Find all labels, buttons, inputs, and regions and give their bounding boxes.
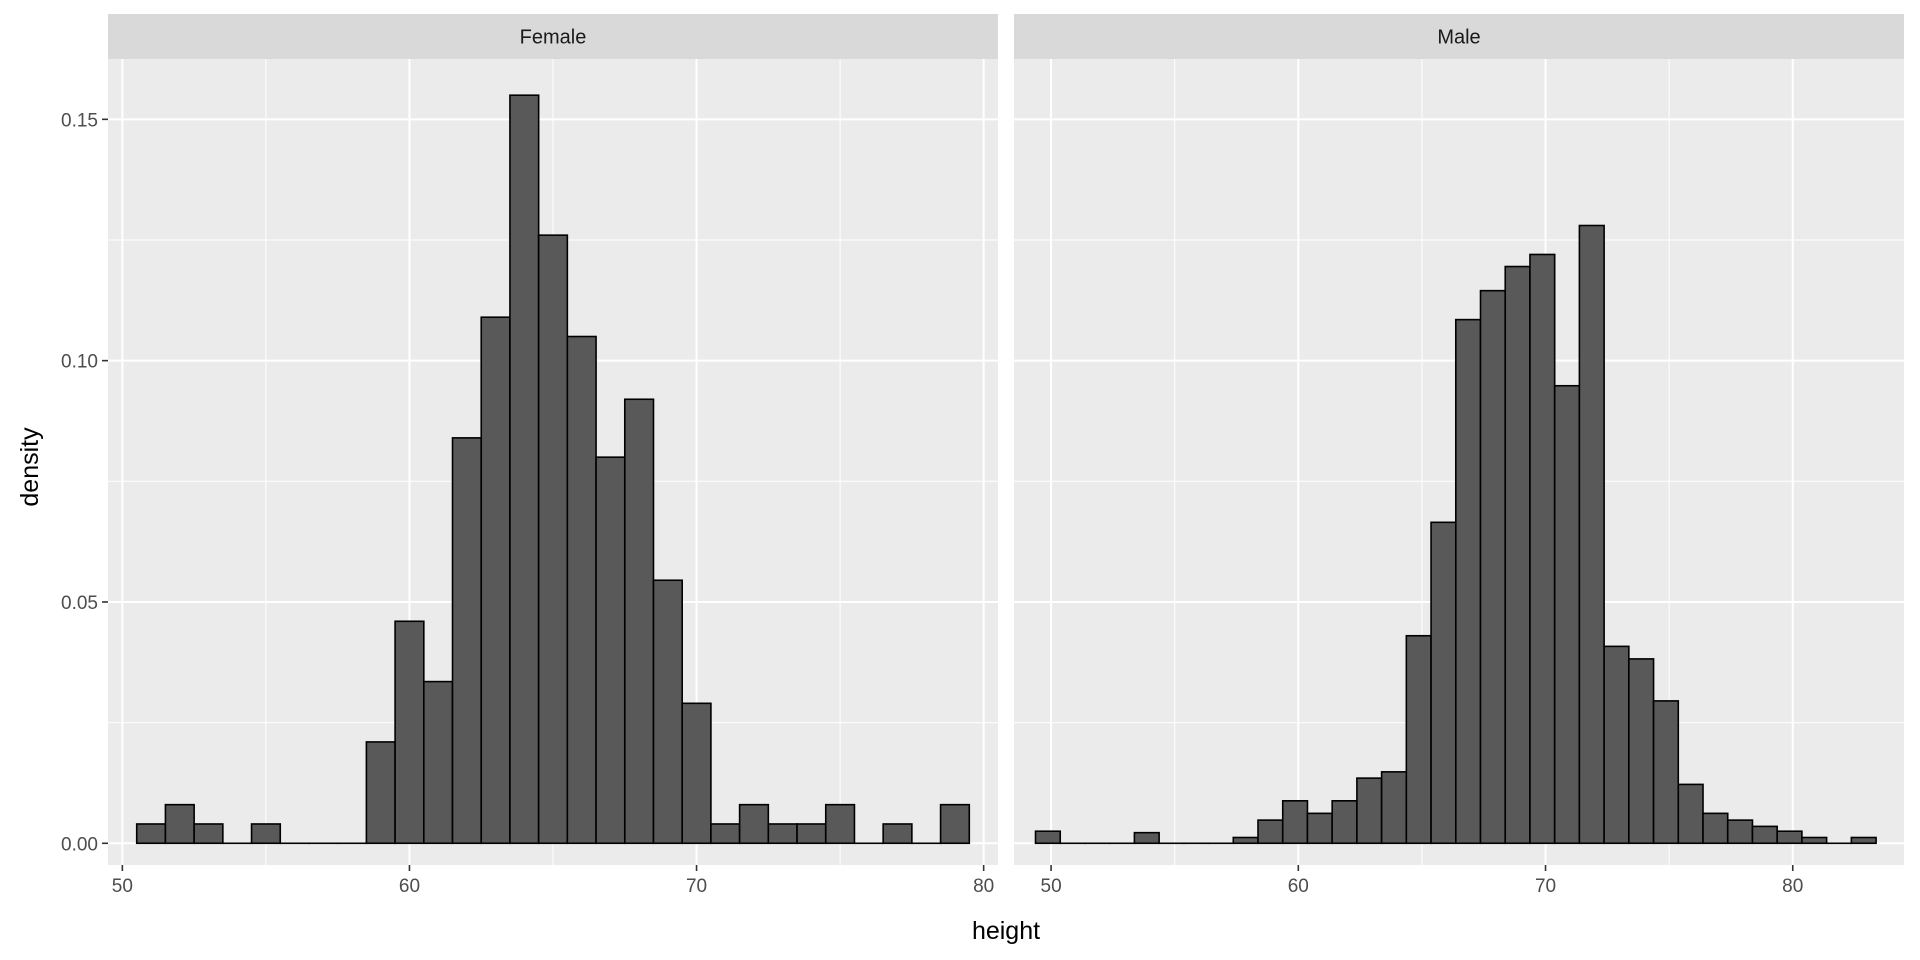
histogram-bars	[135, 94, 971, 845]
y-tick-label: 0.10	[61, 352, 98, 373]
histogram-bar	[1702, 812, 1729, 845]
histogram-bar	[1034, 830, 1062, 845]
x-tick-label: 80	[973, 876, 994, 897]
y-tick-label: 0.05	[61, 593, 98, 614]
histogram-bar	[1306, 812, 1333, 845]
histogram-bar	[451, 437, 483, 845]
histogram-bar	[1133, 831, 1160, 845]
histogram-bar	[710, 823, 741, 845]
histogram-bar	[939, 803, 971, 845]
histogram-bar	[652, 579, 683, 845]
histogram-bar	[164, 803, 195, 845]
y-tick-label: 0.15	[61, 110, 98, 131]
histogram-bars	[1034, 224, 1877, 845]
histogram-bar	[193, 823, 224, 845]
x-tick-label: 70	[686, 876, 707, 897]
histogram-bar	[1628, 658, 1655, 845]
y-axis: 0.00 0.05 0.10 0.15	[61, 110, 108, 855]
histogram-bar	[1380, 771, 1408, 845]
histogram-bar	[681, 702, 712, 845]
histogram-bar	[882, 823, 913, 845]
histogram-bar	[1430, 521, 1457, 845]
histogram-bar	[796, 823, 827, 845]
facet-strip-label: Female	[520, 27, 587, 49]
histogram-bar	[1801, 836, 1828, 845]
histogram-bar	[1603, 645, 1630, 845]
histogram-bar	[1850, 836, 1877, 845]
x-tick-label: 50	[1041, 876, 1062, 897]
histogram-bar	[1356, 777, 1383, 845]
histogram-bar	[1454, 318, 1482, 845]
histogram-bar	[1726, 819, 1754, 845]
histogram-bar	[1405, 634, 1432, 845]
x-tick-label: 60	[1288, 876, 1309, 897]
x-axis: 50 60 70 80	[1041, 865, 1803, 897]
facet-strip	[1014, 14, 1904, 59]
histogram-bar	[595, 456, 626, 845]
histogram-bar	[1652, 700, 1680, 845]
histogram-bar	[566, 335, 597, 845]
histogram-bar	[1776, 830, 1803, 845]
facet-panel-male: Male 50 60 70 80	[1014, 14, 1904, 897]
histogram-bar	[394, 620, 425, 845]
histogram-bar	[1529, 253, 1556, 845]
histogram-bar	[1331, 800, 1358, 845]
x-tick-label: 50	[112, 876, 133, 897]
histogram-bar	[537, 234, 569, 845]
histogram-bar	[135, 823, 167, 845]
x-tick-label: 80	[1782, 876, 1803, 897]
facet-strip-label: Male	[1437, 27, 1480, 49]
histogram-bar	[509, 94, 540, 845]
facet-strip	[108, 14, 998, 59]
histogram-bar	[1479, 289, 1507, 845]
histogram-bar	[738, 803, 770, 845]
x-tick-label: 60	[399, 876, 420, 897]
histogram-bar	[1232, 836, 1259, 845]
y-axis-title: density	[16, 427, 44, 507]
histogram-bar	[1677, 783, 1704, 845]
histogram-bar	[1504, 265, 1531, 845]
facet-panel-female: Female 50 60 70 80 0.00 0.05 0.10 0.15	[61, 14, 998, 897]
histogram-bar	[1553, 384, 1581, 845]
histogram-bar	[480, 316, 511, 845]
x-axis-title: height	[972, 917, 1040, 945]
histogram-bar	[365, 741, 396, 845]
x-tick-label: 70	[1535, 876, 1556, 897]
histogram-bar	[250, 823, 282, 845]
x-axis: 50 60 70 80	[112, 865, 994, 897]
histogram-bar	[1257, 819, 1284, 845]
histogram-bar	[423, 680, 454, 845]
histogram-bar	[1578, 224, 1605, 845]
histogram-bar	[1281, 800, 1309, 845]
y-tick-label: 0.00	[61, 834, 98, 855]
facet-panels: Female 50 60 70 80 0.00 0.05 0.10 0.15 Male 50 60 70…	[61, 14, 1904, 897]
histogram-bar	[1751, 825, 1778, 845]
histogram-bar	[623, 398, 655, 845]
histogram-bar	[824, 803, 856, 845]
histogram-bar	[767, 823, 798, 845]
